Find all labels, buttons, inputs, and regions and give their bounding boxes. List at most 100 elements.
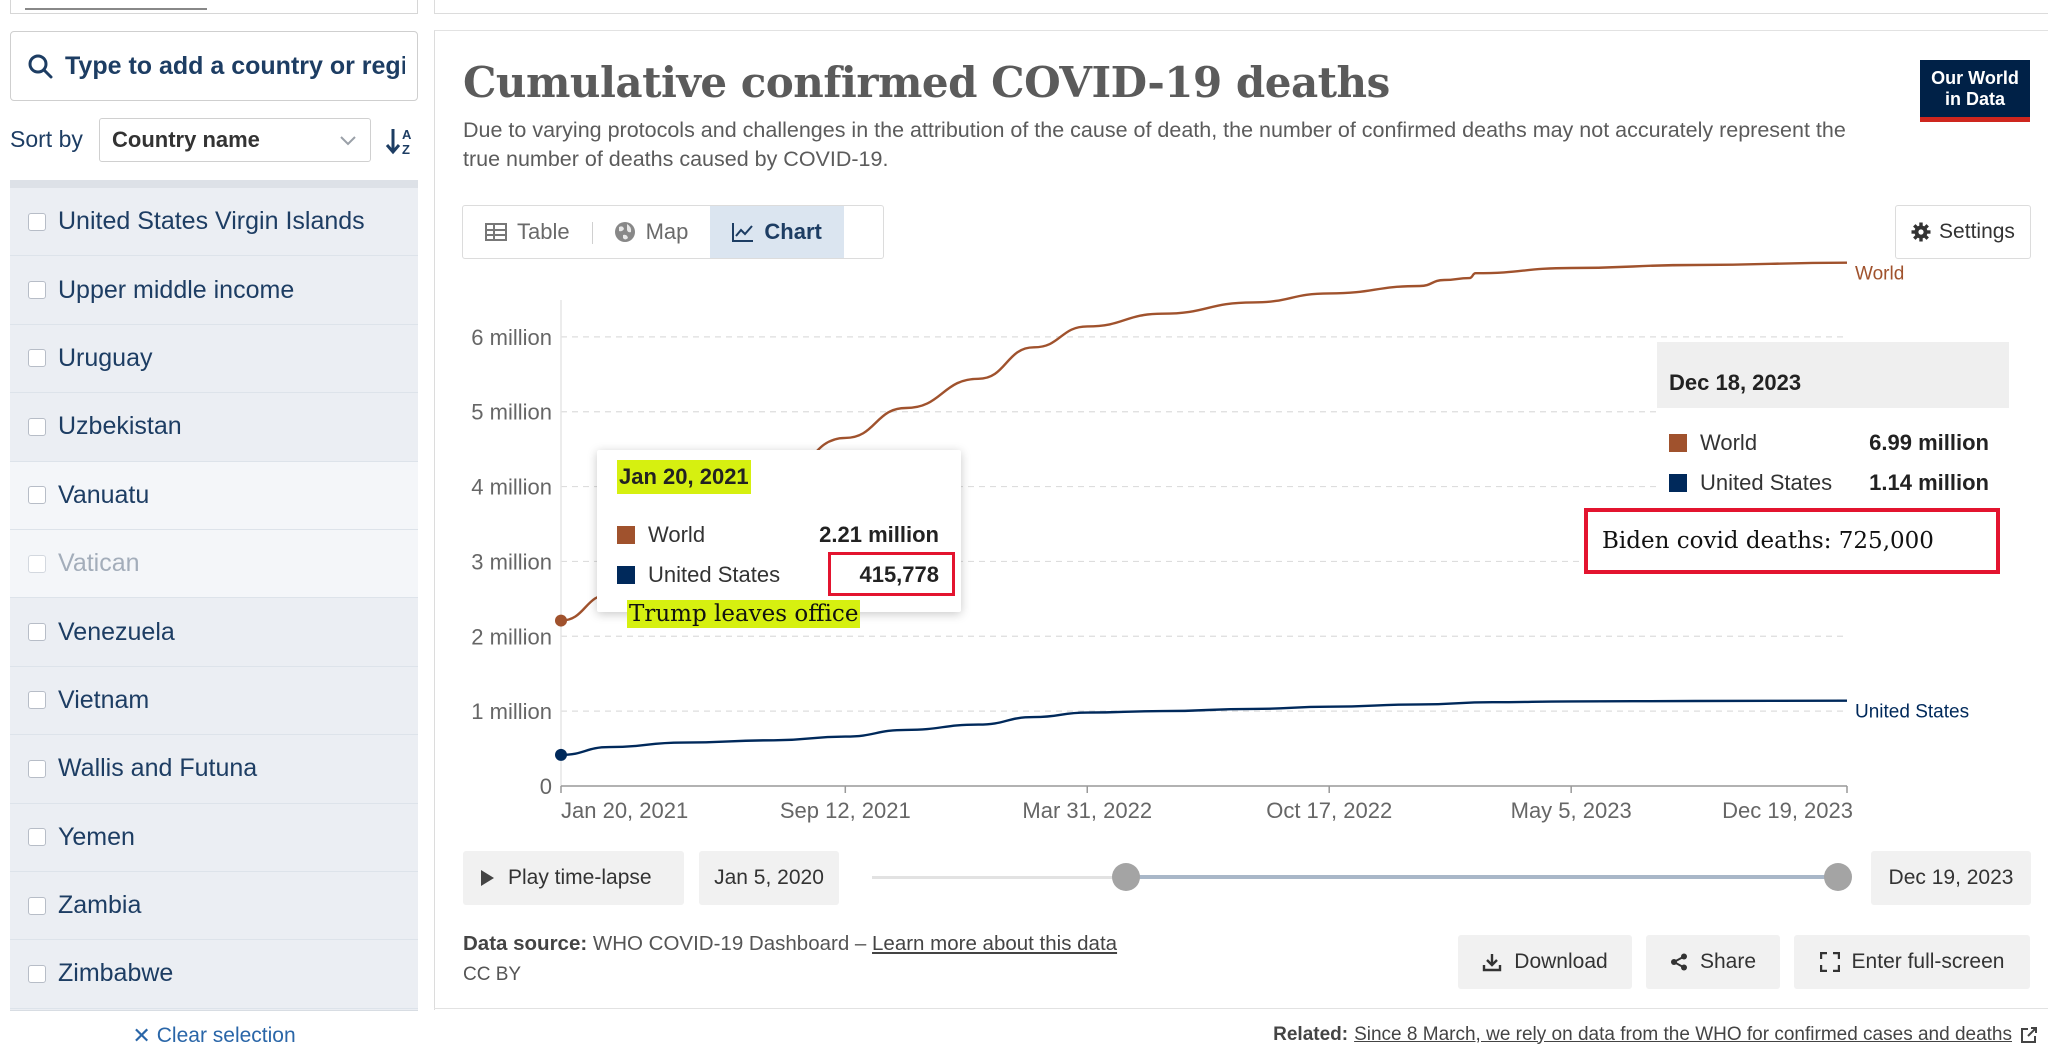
tooltip-row-label: United States — [1700, 470, 1833, 495]
series-line-united-states[interactable] — [560, 699, 1848, 757]
country-list-item[interactable]: Uruguay — [10, 325, 418, 394]
learn-more-link[interactable]: Learn more about this data — [872, 932, 1118, 955]
country-list-item[interactable]: United States Virgin Islands — [10, 188, 418, 257]
data-source-label: Data source: — [463, 932, 588, 955]
download-label: Download — [1514, 950, 1608, 973]
country-checkbox[interactable] — [28, 896, 46, 915]
x-axis: Jan 20, 2021 Sep 12, 2021 Mar 31, 2022 Oct … — [560, 300, 1853, 823]
country-list-item[interactable]: Zimbabwe — [10, 940, 418, 1009]
country-label: Vatican — [58, 549, 140, 578]
country-label: Venezuela — [58, 617, 175, 646]
country-list-item[interactable]: Wallis and Futuna — [10, 735, 418, 804]
y-tick-label: 3 million — [471, 549, 552, 574]
clear-selection-button[interactable]: ✕ Clear selection — [10, 1010, 418, 1060]
license[interactable]: CC BY — [463, 964, 522, 985]
top-frame-stub — [434, 0, 2048, 14]
download-button[interactable]: Download — [1458, 935, 1632, 989]
country-label: Uruguay — [58, 343, 153, 372]
country-list-item[interactable]: Yemen — [10, 804, 418, 872]
search-icon — [28, 54, 53, 79]
country-checkbox[interactable] — [28, 212, 46, 231]
timeline-end-date[interactable]: Dec 19, 2023 — [1871, 851, 2031, 905]
annotation-biden-deaths: Biden covid deaths: 725,000 — [1584, 508, 2000, 574]
tab-chart[interactable]: Chart — [710, 206, 844, 258]
sort-order-icon[interactable]: A Z — [384, 124, 418, 158]
country-checkbox[interactable] — [28, 349, 46, 368]
x-tick-label: Jan 20, 2021 — [561, 798, 688, 823]
chart-subtitle: Due to varying protocols and challenges … — [463, 118, 1846, 171]
country-list-item[interactable]: Venezuela — [10, 598, 418, 667]
tooltip-row-world: World — [1669, 430, 1757, 456]
legend-swatch-united-states — [617, 566, 635, 584]
country-list-item[interactable]: Uzbekistan — [10, 393, 418, 462]
legend-swatch-world — [617, 526, 635, 544]
fullscreen-button[interactable]: Enter full-screen — [1794, 935, 2030, 989]
table-icon — [485, 223, 507, 241]
tooltip-value-world: 2.21 million — [819, 522, 939, 547]
country-checkbox[interactable] — [28, 623, 46, 642]
country-label: Upper middle income — [58, 275, 295, 304]
tooltip-value-united-states: 415,778 — [859, 562, 939, 587]
y-tick-label: 5 million — [471, 400, 552, 425]
globe-icon — [614, 222, 635, 242]
country-checkbox[interactable] — [28, 828, 46, 847]
view-tabs: Table Map Chart — [462, 205, 884, 259]
timeline-start-handle[interactable] — [1112, 863, 1140, 891]
timeline-end-handle[interactable] — [1824, 863, 1852, 891]
search-box[interactable] — [10, 31, 418, 101]
country-label: Yemen — [58, 822, 135, 851]
tooltip-row-united-states: United States — [1669, 470, 1832, 496]
share-label: Share — [1699, 950, 1757, 973]
highlight-box — [828, 552, 955, 596]
tooltip-row-label: United States — [648, 562, 781, 587]
settings-button[interactable]: Settings — [1895, 205, 2031, 259]
svg-text:Z: Z — [402, 142, 410, 157]
play-timelapse-button[interactable]: Play time-lapse — [463, 851, 684, 905]
tab-map[interactable]: Map — [591, 206, 711, 258]
tooltip-date: Dec 18, 2023 — [1669, 370, 1802, 395]
country-list-item[interactable]: Vanuatu — [10, 461, 418, 530]
related-label: Related: — [1273, 1023, 1349, 1045]
owid-logo[interactable]: Our World in Data — [1920, 60, 2030, 122]
country-checkbox[interactable] — [28, 964, 46, 983]
country-label: Wallis and Futuna — [58, 754, 258, 783]
sort-select[interactable]: Country name — [99, 118, 371, 162]
country-checkbox[interactable] — [28, 759, 46, 778]
tooltip-value-world: 6.99 million — [1869, 430, 1989, 455]
country-list[interactable]: United States Virgin Islands Upper middle… — [10, 180, 418, 1010]
tab-table[interactable]: Table — [463, 206, 592, 258]
country-checkbox[interactable] — [28, 281, 46, 300]
tooltip-row-label: World — [648, 522, 706, 547]
country-checkbox[interactable] — [28, 691, 46, 710]
logo-line-1: Our World — [1931, 68, 2019, 88]
fullscreen-label: Enter full-screen — [1851, 950, 2005, 973]
series-end-labels: World United States — [1855, 264, 1969, 723]
search-input[interactable] — [65, 51, 405, 81]
y-tick-label: 4 million — [471, 475, 552, 500]
country-list-item[interactable]: Zambia — [10, 872, 418, 941]
tooltip-row-label: World — [1700, 430, 1758, 455]
settings-label: Settings — [1939, 220, 2015, 243]
chart-frame — [434, 30, 2048, 1010]
related-link[interactable]: Since 8 March, we rely on data from the … — [1354, 1023, 2012, 1045]
entity-selector-sidebar: Sort by Country name A Z United States V… — [0, 0, 428, 1060]
share-button[interactable]: Share — [1646, 935, 1780, 989]
timeline-selected-range[interactable] — [1126, 875, 1838, 879]
play-icon — [481, 870, 494, 886]
country-checkbox[interactable] — [28, 486, 46, 505]
top-tab-stub — [10, 0, 418, 14]
country-label: United States Virgin Islands — [58, 207, 365, 236]
country-checkbox[interactable] — [28, 417, 46, 436]
play-label: Play time-lapse — [508, 866, 652, 889]
country-list-item[interactable]: Vietnam — [10, 667, 418, 736]
country-list-item[interactable]: Upper middle income — [10, 256, 418, 325]
gear-icon — [1911, 222, 1931, 242]
timeline-start-date[interactable]: Jan 5, 2020 — [699, 851, 839, 905]
series-start-point-united-states — [555, 748, 567, 761]
country-label: Zambia — [58, 891, 142, 920]
x-tick-label: Dec 19, 2023 — [1722, 798, 1853, 823]
series-end-label-world: World — [1855, 264, 1904, 285]
country-label: Vanuatu — [58, 480, 150, 509]
expand-icon — [1819, 952, 1840, 972]
x-tick-label: May 5, 2023 — [1511, 798, 1632, 823]
